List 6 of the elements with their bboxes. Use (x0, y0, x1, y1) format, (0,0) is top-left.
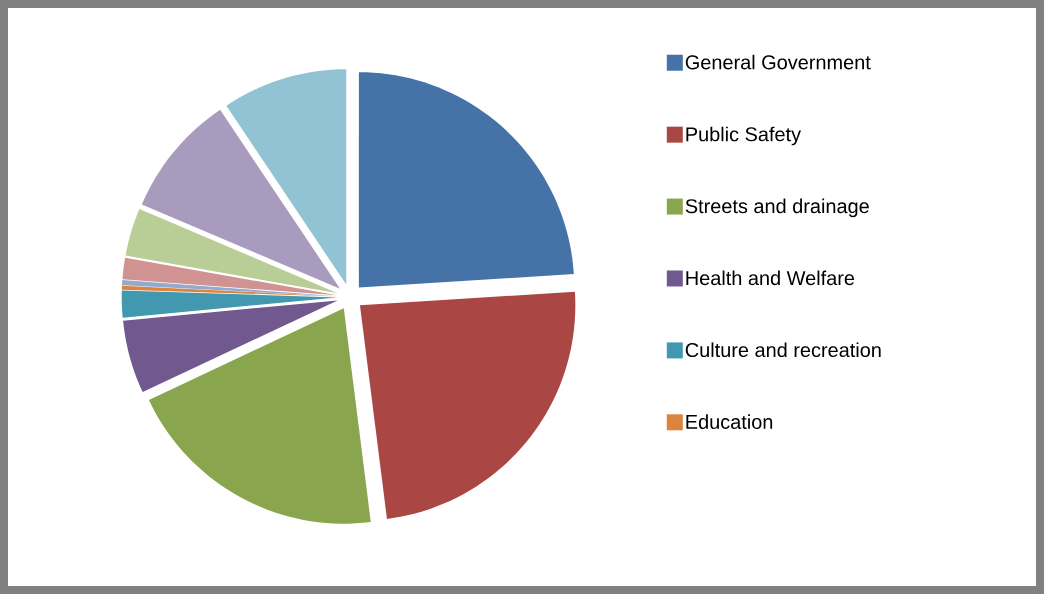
legend-label: Culture and recreation (685, 342, 881, 358)
legend-label: Public Safety (686, 126, 802, 146)
legend-label: Education (686, 414, 773, 429)
legend-label: General Government (685, 54, 871, 70)
legend-label: Streets and drainage (685, 198, 869, 218)
legend-label: Health and Welfare (686, 270, 855, 286)
